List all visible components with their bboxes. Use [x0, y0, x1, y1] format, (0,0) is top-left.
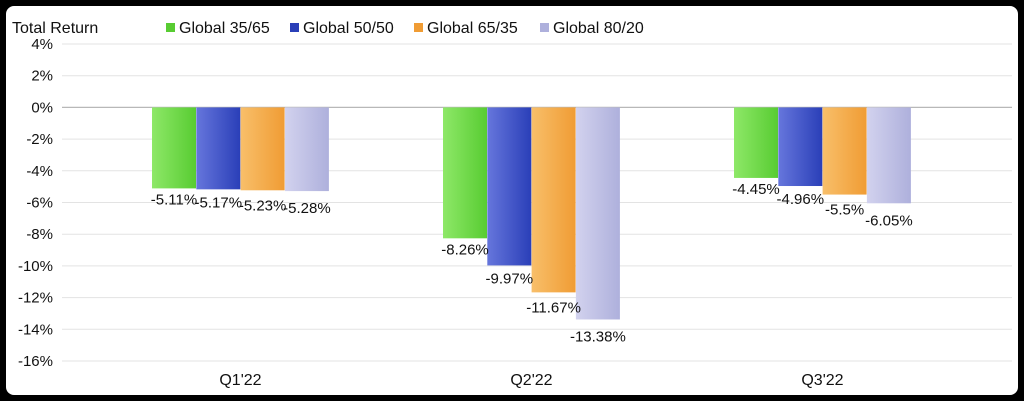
- x-category-label: Q1'22: [219, 372, 261, 389]
- bar: [822, 107, 867, 195]
- chart-title: Total Return: [12, 20, 98, 37]
- data-label: -5.11%: [151, 191, 197, 208]
- legend-swatch: [290, 23, 299, 32]
- bar: [778, 107, 823, 187]
- y-tick-label: -16%: [18, 353, 53, 370]
- data-label: -11.67%: [526, 299, 581, 316]
- data-label: -5.28%: [283, 200, 331, 217]
- x-category-label: Q2'22: [510, 372, 552, 389]
- bar: [443, 107, 487, 239]
- data-label: -5.17%: [195, 194, 243, 211]
- y-axis-ticks: 4% 2% 0% -2% -4% -6% -8% -10% -12% -14% -16%: [18, 36, 53, 370]
- legend-label: Global 50/50: [303, 20, 394, 37]
- y-tick-label: -2%: [26, 131, 53, 148]
- y-tick-label: -6%: [26, 195, 53, 212]
- bar: [487, 107, 532, 266]
- y-tick-label: 4%: [31, 36, 53, 53]
- bar: [152, 107, 196, 189]
- y-tick-label: -12%: [18, 290, 53, 307]
- chart-frame: Total Return Global 35/65 Global 50/50 Glo…: [6, 6, 1018, 395]
- data-label: -8.26%: [441, 241, 489, 258]
- y-tick-label: 2%: [31, 68, 53, 85]
- bar: [196, 107, 241, 190]
- bar: [866, 107, 911, 204]
- bar: [734, 107, 778, 178]
- legend-label: Global 65/35: [427, 20, 518, 37]
- legend-swatch: [540, 23, 549, 32]
- data-label: -9.97%: [486, 270, 534, 287]
- data-labels: -5.11%-5.17%-5.23%-5.28% -8.26% -9.97% -11.…: [151, 181, 913, 346]
- bar: [240, 107, 285, 191]
- y-tick-label: -8%: [26, 226, 53, 243]
- y-tick-label: 0%: [31, 99, 53, 116]
- legend-swatch: [414, 23, 423, 32]
- data-label: -5.23%: [239, 197, 287, 214]
- legend-label: Global 80/20: [553, 20, 644, 37]
- data-label: -4.45%: [732, 181, 780, 198]
- data-label: -5.5%: [825, 202, 864, 219]
- legend-label: Global 35/65: [179, 20, 270, 37]
- y-tick-label: -10%: [18, 258, 53, 275]
- bar: [575, 107, 620, 320]
- y-tick-label: -14%: [18, 321, 53, 338]
- bar: [531, 107, 576, 293]
- x-category-label: Q3'22: [801, 372, 843, 389]
- legend-swatch: [166, 23, 175, 32]
- bar-chart: Total Return Global 35/65 Global 50/50 Glo…: [12, 20, 1012, 389]
- y-tick-label: -4%: [26, 163, 53, 180]
- legend: Global 35/65 Global 50/50 Global 65/35 Glob…: [166, 20, 644, 37]
- data-label: -13.38%: [570, 328, 626, 345]
- bar: [284, 107, 329, 192]
- x-axis-categories: Q1'22 Q2'22 Q3'22: [219, 372, 843, 389]
- bars: [152, 107, 911, 320]
- data-label: -6.05%: [865, 212, 913, 229]
- data-label: -4.96%: [777, 191, 825, 208]
